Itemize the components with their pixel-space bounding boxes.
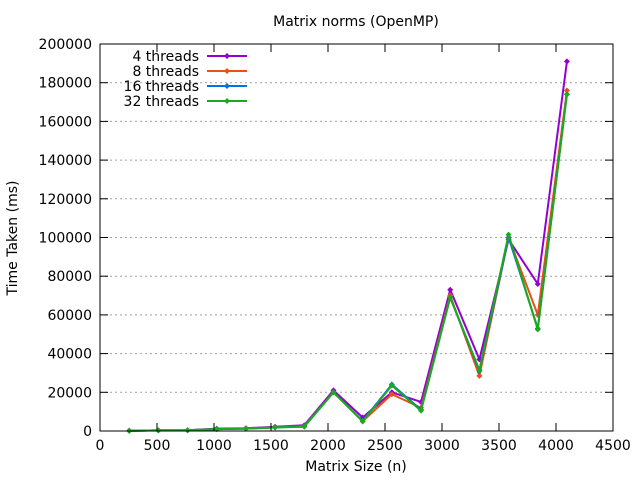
legend-label: 32 threads [124,94,199,110]
data-point [447,286,454,293]
x-tick-label: 0 [96,438,105,454]
x-tick-label: 1000 [196,438,232,454]
y-tick-label: 100000 [39,231,92,247]
series-line [129,94,568,432]
data-point [505,231,512,238]
y-tick-label: 180000 [39,76,92,92]
series-3 [126,91,570,434]
y-tick-label: 140000 [39,153,92,169]
data-point [272,424,279,431]
legend-marker [224,68,230,74]
legend-label: 4 threads [132,49,199,65]
y-tick-label: 0 [83,424,92,440]
legend-marker [224,98,230,104]
y-axis-label: Time Taken (ms) [5,181,21,297]
grid-lines [100,82,613,393]
x-tick-label: 500 [144,438,171,454]
x-tick-label: 2000 [310,438,346,454]
x-axis-label: Matrix Size (n) [305,459,407,475]
x-tick-label: 2500 [367,438,403,454]
x-tick-label: 3000 [424,438,460,454]
y-tick-label: 160000 [39,114,92,130]
series-line [129,94,568,432]
series-line [129,61,568,432]
data-point [476,372,483,379]
series-layer [126,58,570,434]
y-tick-label: 200000 [39,37,92,53]
data-point [476,367,483,374]
data-point [534,280,541,287]
x-tick-label: 3500 [481,438,517,454]
legend-marker [224,53,230,59]
series-line [129,90,568,432]
x-tick-label: 4000 [538,438,574,454]
x-tick-label: 4500 [595,438,631,454]
data-point [330,389,337,396]
data-point [418,407,425,414]
legend-label: 16 threads [124,79,199,95]
data-point [359,418,366,425]
data-point [301,423,308,430]
data-point [563,87,570,94]
data-point [155,427,162,434]
data-point [563,91,570,98]
legend-label: 8 threads [132,64,199,80]
data-point [388,382,395,389]
data-point [242,425,249,432]
data-point [563,58,570,65]
legend-marker [224,83,230,89]
x-tick-label: 1500 [253,438,289,454]
y-tick-label: 120000 [39,192,92,208]
data-point [388,391,395,398]
data-point [447,294,454,301]
y-tick-label: 60000 [47,308,92,324]
y-tick-label: 80000 [47,269,92,285]
ticks: 0200004000060000800001000001200001400001… [39,37,631,454]
data-point [184,427,191,434]
y-tick-label: 40000 [47,347,92,363]
y-tick-label: 20000 [47,385,92,401]
chart-title: Matrix norms (OpenMP) [273,14,439,30]
series-0 [126,58,570,434]
data-point [534,326,541,333]
